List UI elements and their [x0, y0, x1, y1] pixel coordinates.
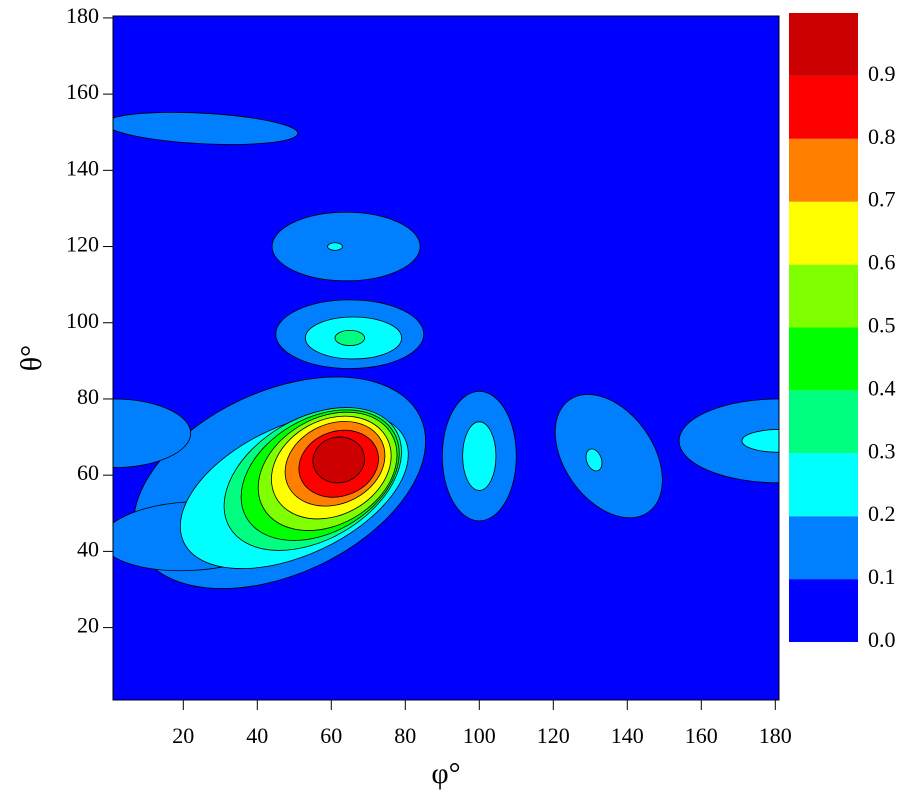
- contour-region: [585, 448, 603, 472]
- contour-region: [554, 394, 663, 519]
- colorbar-band: [789, 75, 858, 139]
- x-tick-label: 160: [685, 723, 718, 748]
- colorbar-tick-label: 0.2: [868, 501, 896, 526]
- x-tick-label: 100: [463, 723, 496, 748]
- colorbar-tick-label: 0.1: [868, 564, 896, 589]
- contour-region: [113, 111, 299, 145]
- y-tick-label: 40: [77, 536, 99, 561]
- y-tick-label: 60: [77, 460, 99, 485]
- x-tick-label: 60: [320, 723, 342, 748]
- colorbar-tick-label: 0.8: [868, 124, 896, 149]
- colorbar-band: [789, 264, 858, 328]
- colorbar-tick-label: 0.4: [868, 375, 896, 400]
- y-tick-label: 80: [77, 384, 99, 409]
- colorbar-band: [789, 201, 858, 265]
- colorbar-tick-label: 0.7: [868, 187, 896, 212]
- plot-frame: [112, 15, 780, 701]
- contour-region: [327, 242, 343, 251]
- colorbar-tick-label: 0.0: [868, 627, 896, 652]
- colorbar-band: [789, 390, 858, 454]
- x-tick-label: 40: [246, 723, 268, 748]
- colorbar-tick-label: 0.3: [868, 438, 896, 463]
- colorbar-band: [789, 13, 858, 76]
- y-tick-label: 160: [66, 79, 99, 104]
- colorbar-band: [789, 579, 858, 642]
- contour-region: [271, 211, 421, 282]
- x-axis-label: φ°: [431, 757, 460, 790]
- x-tick-label: 20: [172, 723, 194, 748]
- x-tick-label: 120: [537, 723, 570, 748]
- contour-region: [741, 429, 779, 453]
- x-tick-label: 180: [759, 723, 792, 748]
- y-tick-label: 120: [66, 232, 99, 257]
- contour-region: [334, 329, 366, 347]
- colorbar-band: [789, 138, 858, 202]
- colorbar-tick-label: 0.6: [868, 250, 896, 275]
- y-tick-label: 20: [77, 613, 99, 638]
- x-tick-label: 80: [394, 723, 416, 748]
- contour-region: [113, 398, 192, 468]
- y-tick-label: 180: [66, 3, 99, 28]
- y-tick-label: 100: [66, 308, 99, 333]
- colorbar-band: [789, 327, 858, 391]
- colorbar-band: [789, 453, 858, 517]
- y-axis-label: θ°: [15, 345, 48, 371]
- contour-region: [312, 436, 365, 484]
- colorbar-tick-label: 0.9: [868, 61, 896, 86]
- colorbar-band: [789, 516, 858, 580]
- colorbar-tick-label: 0.5: [868, 313, 896, 338]
- y-tick-label: 140: [66, 155, 99, 180]
- contour-layer: [113, 111, 779, 589]
- x-tick-label: 140: [611, 723, 644, 748]
- contour-region: [462, 421, 497, 491]
